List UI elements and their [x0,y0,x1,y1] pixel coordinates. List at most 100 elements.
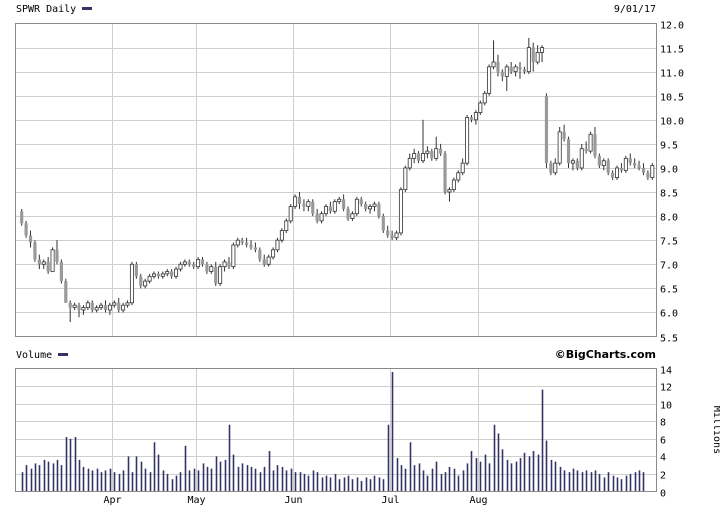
candle [646,170,650,180]
candle-body [509,66,513,72]
candle-body [147,275,152,282]
candle-body [121,304,126,311]
candle [491,40,496,70]
candle [346,206,350,221]
candle [99,302,104,311]
price-tick-label: 7.0 [660,261,678,272]
price-gridlines [15,23,657,337]
candle-body [416,153,421,161]
candle [156,271,160,279]
candle [205,261,209,274]
candle-body [192,264,196,267]
candle [447,187,452,202]
candle-body [245,242,249,246]
candle-body [557,131,562,164]
candle [112,300,117,308]
candle-body [284,220,289,231]
candle [72,302,77,311]
candle [601,158,606,171]
candle [28,230,33,248]
candle [81,305,86,315]
candle-body [293,196,298,207]
candle-body [288,206,293,222]
candle [368,204,373,214]
candle-body [430,151,434,159]
candle-body [350,213,355,219]
candle-body [562,131,566,140]
candle [557,127,562,166]
candle [77,302,81,318]
candle-body [160,273,165,277]
candle [94,305,99,313]
candle-body [319,213,324,222]
candle [46,257,50,274]
candle-body [24,223,28,236]
candle [222,259,227,272]
candle-body [456,172,461,181]
candle [456,170,461,183]
candle-body [584,148,588,152]
candle-body [623,157,628,171]
volume-tick-label: 6 [660,436,666,447]
candle-body [129,263,134,304]
candle-body [451,179,456,191]
candle-body [359,199,363,205]
candle-body [332,201,337,212]
candle-body [549,163,553,173]
price-tick-label: 6.0 [660,309,678,320]
candle-body [588,133,593,152]
price-tick-label: 8.0 [660,213,678,224]
candle [588,131,593,154]
candle-body [258,249,262,260]
candle [641,163,646,176]
candle-body [107,304,112,311]
price-tick-label: 12.0 [660,21,684,32]
candle-body [465,117,470,164]
month-tick-label: Jul [381,495,399,506]
candle [196,257,201,270]
candle-body [315,213,319,221]
candle-body [544,95,549,164]
bigcharts-logo: ©BigCharts.com [555,348,656,361]
candle [249,240,253,250]
candle [187,259,191,267]
candle-body [628,158,632,164]
candle-body [262,259,266,265]
candle-body [222,261,227,268]
candle [570,158,575,171]
candle-body [518,66,522,70]
candle-body [482,92,487,104]
candle [227,257,231,270]
candle-body [473,112,478,121]
candle [619,163,624,173]
candle [434,136,439,161]
candle [487,64,492,96]
candle [235,237,240,248]
candle [315,208,319,224]
month-tick-label: Aug [469,495,487,506]
candle [606,158,610,176]
candle-body [368,206,373,210]
candle-body [94,307,99,311]
month-tick-label: Jun [284,495,302,506]
candle-body [637,165,641,168]
candle [90,300,94,313]
candle [386,225,390,238]
candle [218,264,223,286]
candle-body [68,302,72,308]
candle-body [117,302,121,311]
candle [319,211,324,224]
candle-body [641,167,646,173]
candle [266,254,271,267]
candle [390,230,394,241]
candle [633,158,637,168]
candle-body [579,148,584,169]
candle-body [55,249,59,262]
candle-body [170,271,174,277]
candle [526,37,531,75]
candle [258,247,262,262]
candle [562,124,566,142]
candle [209,264,214,274]
candle-body [134,264,138,277]
candle-body [37,259,41,265]
